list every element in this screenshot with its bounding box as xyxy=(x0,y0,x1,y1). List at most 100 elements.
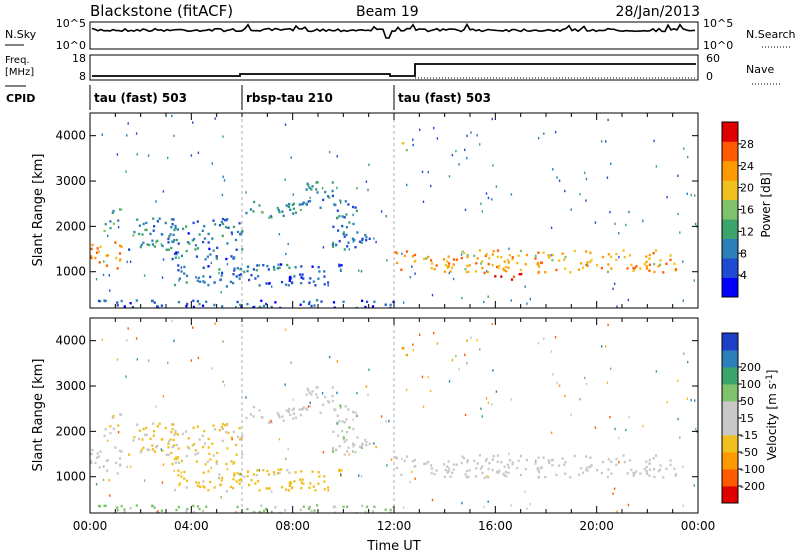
echo-cell xyxy=(195,460,198,463)
echo-cell xyxy=(645,472,649,475)
echo-cell xyxy=(517,254,520,257)
echo-cell xyxy=(500,275,503,278)
echo-cell xyxy=(277,414,280,417)
echo-cell xyxy=(492,369,494,372)
echo-cell xyxy=(118,449,122,452)
echo-cell xyxy=(265,282,268,285)
echo-cell xyxy=(669,459,672,462)
echo-cell xyxy=(344,405,347,408)
echo-cell xyxy=(173,252,177,256)
echo-cell xyxy=(600,345,603,348)
echo-cell xyxy=(586,261,589,264)
echo-cell xyxy=(152,229,155,232)
echo-cell xyxy=(550,431,553,434)
echo-cell xyxy=(316,386,319,389)
echo-cell xyxy=(442,258,446,261)
echo-cell xyxy=(682,504,684,507)
echo-cell xyxy=(430,266,433,270)
power-echoes xyxy=(90,113,698,308)
y-tick-label: 1000 xyxy=(55,265,86,279)
echo-cell xyxy=(476,339,478,342)
echo-cell xyxy=(481,210,483,213)
echo-cell xyxy=(285,409,288,412)
echo-cell xyxy=(433,126,435,130)
echo-cell xyxy=(368,237,371,240)
echo-cell xyxy=(643,263,646,266)
echo-cell xyxy=(173,469,175,473)
echo-cell xyxy=(613,282,616,285)
echo-cell xyxy=(537,475,540,479)
echo-cell xyxy=(180,475,183,478)
echo-cell xyxy=(225,285,228,288)
frequency-unit: [MHz] xyxy=(5,67,34,78)
echo-cell xyxy=(516,261,519,265)
echo-cell xyxy=(427,460,430,464)
echo-cell xyxy=(414,272,416,275)
echo-cell xyxy=(106,459,110,462)
echo-cell xyxy=(238,222,241,225)
echo-cell xyxy=(212,249,215,252)
echo-cell xyxy=(466,469,469,473)
echo-cell xyxy=(104,299,107,303)
echo-cell xyxy=(480,407,482,410)
echo-cell xyxy=(248,278,251,282)
echo-cell xyxy=(352,445,354,448)
echo-cell xyxy=(171,445,174,448)
echo-cell xyxy=(152,217,155,220)
echo-cell xyxy=(95,251,99,254)
echo-cell xyxy=(502,472,505,476)
echo-cell xyxy=(542,251,545,254)
echo-cell xyxy=(485,458,488,461)
echo-cell xyxy=(331,399,334,403)
echo-cell xyxy=(464,148,466,152)
x-tick-label: 16:00 xyxy=(478,519,513,533)
echo-cell xyxy=(222,135,224,138)
echo-cell xyxy=(300,282,303,285)
echo-cell xyxy=(345,438,348,442)
echo-cell xyxy=(607,263,610,266)
echo-cell xyxy=(508,247,510,250)
echo-cell xyxy=(291,281,294,284)
echo-cell xyxy=(292,202,295,205)
echo-cell xyxy=(365,180,368,183)
echo-cell xyxy=(240,436,243,439)
echo-cell xyxy=(654,249,658,252)
echo-cell xyxy=(175,238,178,242)
x-tick-label: 00:00 xyxy=(73,519,108,533)
echo-cell xyxy=(642,219,644,223)
echo-cell xyxy=(118,244,122,247)
echo-cell xyxy=(479,348,481,351)
echo-cell xyxy=(180,459,183,463)
echo-cell xyxy=(109,220,112,223)
echo-cell xyxy=(550,350,553,353)
echo-cell xyxy=(466,156,468,160)
echo-cell xyxy=(196,425,199,428)
echo-cell xyxy=(422,405,425,408)
echo-cell xyxy=(197,481,200,485)
echo-cell xyxy=(512,275,516,278)
echo-cell xyxy=(186,446,190,449)
echo-cell xyxy=(616,510,618,513)
colorbar-tick-label: -100 xyxy=(740,463,765,476)
echo-cell xyxy=(579,193,581,196)
velocity-echoes xyxy=(90,318,698,513)
echo-cell xyxy=(271,285,273,288)
echo-cell xyxy=(510,504,512,507)
echo-cell xyxy=(389,508,392,512)
echo-cell xyxy=(491,117,493,121)
echo-cell xyxy=(345,233,348,237)
echo-cell xyxy=(653,270,656,274)
echo-cell xyxy=(365,236,368,239)
echo-cell xyxy=(491,458,494,461)
echo-cell xyxy=(313,304,316,307)
echo-cell xyxy=(170,451,173,455)
colorbar-tick-label: 100 xyxy=(740,378,761,391)
echo-cell xyxy=(249,413,252,416)
echo-cell xyxy=(144,433,147,437)
echo-cell xyxy=(212,424,215,427)
echo-cell xyxy=(131,306,134,308)
echo-cell xyxy=(475,467,478,470)
echo-cell xyxy=(155,405,157,408)
echo-cell xyxy=(285,457,287,461)
echo-cell xyxy=(352,205,355,209)
